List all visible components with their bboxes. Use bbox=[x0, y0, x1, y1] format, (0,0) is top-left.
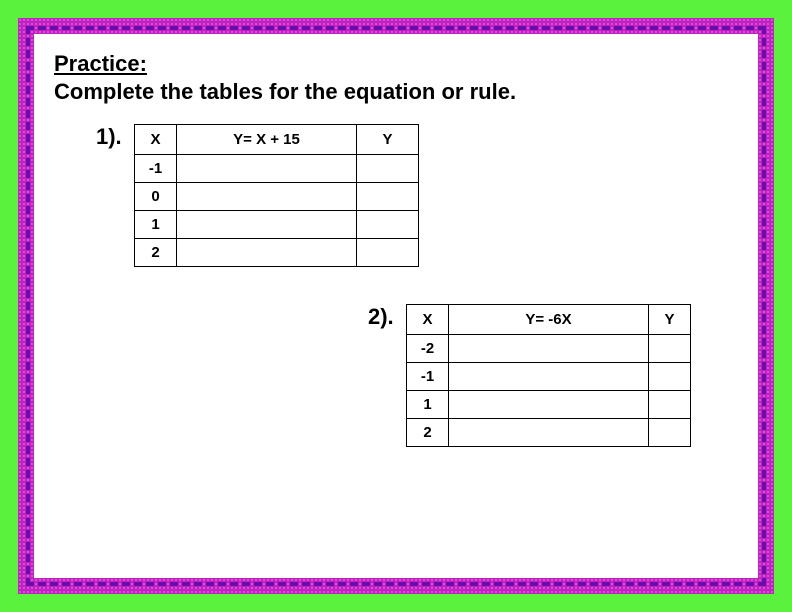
table-header-row: X Y= -6X Y bbox=[407, 305, 691, 335]
pink-border: Practice: Complete the tables for the eq… bbox=[18, 18, 774, 594]
col-header-y: Y bbox=[357, 125, 419, 155]
cell-x: -1 bbox=[407, 363, 449, 391]
cell-rule[interactable] bbox=[177, 155, 357, 183]
table-row: -1 bbox=[407, 363, 691, 391]
problem1-label: 1). bbox=[96, 124, 122, 150]
col-header-y: Y bbox=[649, 305, 691, 335]
problem2-label: 2). bbox=[368, 304, 394, 330]
cell-y[interactable] bbox=[649, 335, 691, 363]
cell-y[interactable] bbox=[649, 391, 691, 419]
table-row: 2 bbox=[407, 419, 691, 447]
cell-rule[interactable] bbox=[177, 211, 357, 239]
cell-y[interactable] bbox=[357, 183, 419, 211]
table-row: 2 bbox=[135, 239, 419, 267]
col-header-rule: Y= X + 15 bbox=[177, 125, 357, 155]
cell-x: 1 bbox=[407, 391, 449, 419]
cell-rule[interactable] bbox=[177, 183, 357, 211]
cell-x: -2 bbox=[407, 335, 449, 363]
col-header-x: X bbox=[407, 305, 449, 335]
table-header-row: X Y= X + 15 Y bbox=[135, 125, 419, 155]
cell-x: 0 bbox=[135, 183, 177, 211]
cell-y[interactable] bbox=[649, 363, 691, 391]
cell-x: 2 bbox=[407, 419, 449, 447]
cell-rule[interactable] bbox=[449, 363, 649, 391]
table-row: -1 bbox=[135, 155, 419, 183]
cell-x: 2 bbox=[135, 239, 177, 267]
outer-frame: Practice: Complete the tables for the eq… bbox=[0, 0, 792, 612]
cell-rule[interactable] bbox=[177, 239, 357, 267]
heading-instruction: Complete the tables for the equation or … bbox=[54, 79, 516, 104]
table-row: 1 bbox=[135, 211, 419, 239]
cell-rule[interactable] bbox=[449, 419, 649, 447]
cell-y[interactable] bbox=[357, 239, 419, 267]
problem2-table: X Y= -6X Y -2 -1 1 bbox=[406, 304, 691, 447]
cell-rule[interactable] bbox=[449, 335, 649, 363]
col-header-rule: Y= -6X bbox=[449, 305, 649, 335]
cell-y[interactable] bbox=[649, 419, 691, 447]
cell-x: -1 bbox=[135, 155, 177, 183]
table-row: -2 bbox=[407, 335, 691, 363]
cell-y[interactable] bbox=[357, 211, 419, 239]
col-header-x: X bbox=[135, 125, 177, 155]
problem1-table: X Y= X + 15 Y -1 0 1 bbox=[134, 124, 419, 267]
heading-block: Practice: Complete the tables for the eq… bbox=[54, 50, 738, 105]
content-area: Practice: Complete the tables for the eq… bbox=[34, 34, 758, 578]
table-row: 1 bbox=[407, 391, 691, 419]
table-row: 0 bbox=[135, 183, 419, 211]
cell-rule[interactable] bbox=[449, 391, 649, 419]
cell-x: 1 bbox=[135, 211, 177, 239]
heading-title: Practice: bbox=[54, 51, 147, 76]
cell-y[interactable] bbox=[357, 155, 419, 183]
